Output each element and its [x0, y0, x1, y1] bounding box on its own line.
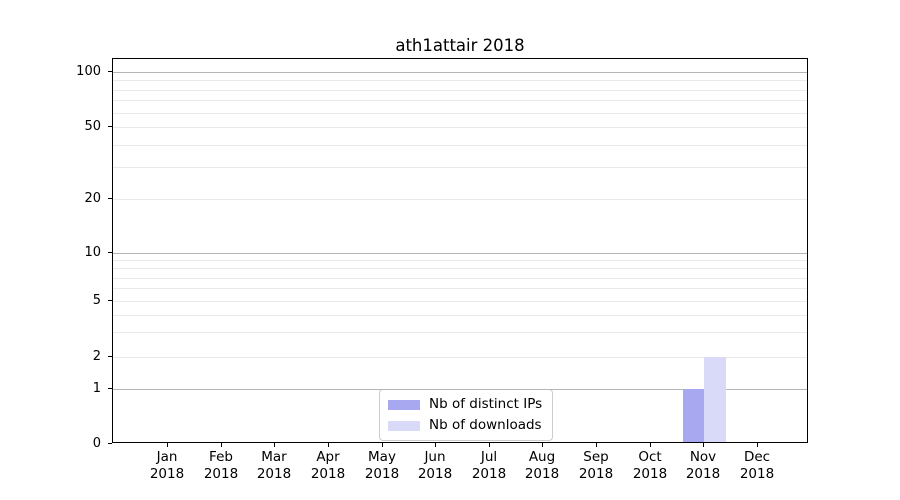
- x-tick-label: Mar 2018: [256, 449, 292, 482]
- legend-label-distinct-ips: Nb of distinct IPs: [429, 396, 543, 412]
- major-gridline: [113, 253, 807, 254]
- y-tick: [108, 300, 112, 301]
- x-tick: [489, 443, 490, 447]
- minor-gridline: [113, 278, 807, 279]
- x-tick: [274, 443, 275, 447]
- y-tick-label: 100: [76, 64, 101, 79]
- legend-label-downloads: Nb of downloads: [429, 417, 542, 433]
- y-tick: [108, 126, 112, 127]
- minor-gridline: [113, 100, 807, 101]
- y-tick: [108, 356, 112, 357]
- x-tick-label: Apr 2018: [310, 449, 346, 482]
- bar-distinct-ips: [682, 389, 705, 442]
- x-tick-label: May 2018: [364, 449, 400, 482]
- y-tick-label: 20: [84, 191, 101, 206]
- y-tick-label: 0: [92, 436, 101, 451]
- x-tick: [328, 443, 329, 447]
- major-gridline: [113, 389, 807, 390]
- y-tick-label: 2: [92, 349, 101, 364]
- x-tick: [650, 443, 651, 447]
- minor-gridline: [113, 167, 807, 168]
- minor-gridline: [113, 260, 807, 261]
- gridline: [113, 127, 807, 128]
- x-tick: [435, 443, 436, 447]
- y-tick: [108, 443, 112, 444]
- minor-gridline: [113, 332, 807, 333]
- major-gridline: [113, 72, 807, 73]
- legend-swatch-distinct-ips: [388, 399, 420, 410]
- x-tick-label: Oct 2018: [632, 449, 668, 482]
- legend-row: Nb of distinct IPs: [388, 397, 542, 412]
- bar-downloads: [704, 357, 726, 442]
- x-tick: [757, 443, 758, 447]
- y-tick: [108, 388, 112, 389]
- legend-swatch-downloads: [388, 420, 420, 431]
- x-tick-label: Jun 2018: [417, 449, 453, 482]
- x-tick: [596, 443, 597, 447]
- minor-gridline: [113, 145, 807, 146]
- gridline: [113, 199, 807, 200]
- legend-row: Nb of downloads: [388, 418, 542, 433]
- legend: Nb of distinct IPs Nb of downloads: [379, 389, 554, 441]
- y-tick: [108, 252, 112, 253]
- x-tick-label: Sep 2018: [578, 449, 614, 482]
- minor-gridline: [113, 113, 807, 114]
- y-tick: [108, 71, 112, 72]
- minor-gridline: [113, 315, 807, 316]
- x-tick: [167, 443, 168, 447]
- x-tick: [382, 443, 383, 447]
- x-tick-label: Jul 2018: [471, 449, 507, 482]
- x-tick: [221, 443, 222, 447]
- x-tick-label: Nov 2018: [685, 449, 721, 482]
- y-tick-label: 10: [84, 245, 101, 260]
- x-tick-label: Aug 2018: [524, 449, 560, 482]
- plot-area: Nb of distinct IPs Nb of downloads: [112, 58, 808, 443]
- y-tick-label: 1: [92, 381, 101, 396]
- minor-gridline: [113, 268, 807, 269]
- gridline: [113, 357, 807, 358]
- x-tick-label: Dec 2018: [739, 449, 775, 482]
- x-tick-label: Feb 2018: [203, 449, 239, 482]
- x-tick: [703, 443, 704, 447]
- minor-gridline: [113, 80, 807, 81]
- y-tick-label: 5: [92, 293, 101, 308]
- minor-gridline: [113, 288, 807, 289]
- y-tick: [108, 198, 112, 199]
- x-tick: [542, 443, 543, 447]
- chart-title: ath1attair 2018: [395, 36, 525, 55]
- minor-gridline: [113, 90, 807, 91]
- gridline: [113, 301, 807, 302]
- x-tick-label: Jan 2018: [149, 449, 185, 482]
- y-tick-label: 50: [84, 119, 101, 134]
